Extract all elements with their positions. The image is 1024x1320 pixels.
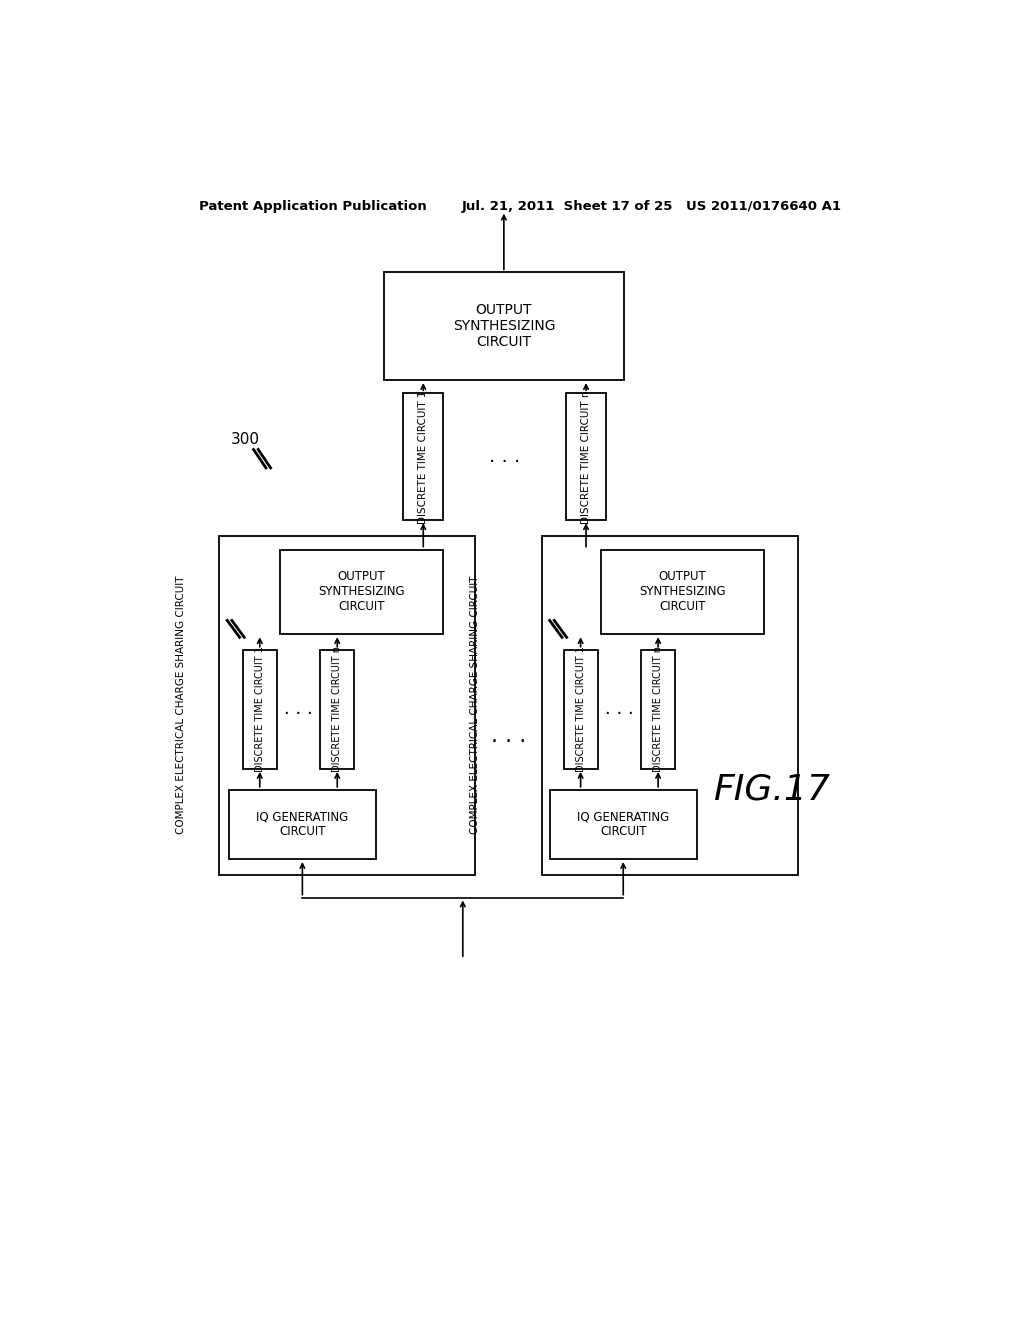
Text: Patent Application Publication: Patent Application Publication bbox=[200, 199, 427, 213]
Bar bbox=[542, 536, 798, 874]
Text: FIG.17: FIG.17 bbox=[713, 772, 829, 807]
Text: 300: 300 bbox=[231, 432, 260, 447]
Text: DISCRETE TIME CIRCUIT 1: DISCRETE TIME CIRCUIT 1 bbox=[418, 389, 428, 524]
Text: OUTPUT
SYNTHESIZING
CIRCUIT: OUTPUT SYNTHESIZING CIRCUIT bbox=[453, 304, 555, 350]
Bar bbox=[321, 649, 354, 770]
Text: . . .: . . . bbox=[489, 447, 520, 466]
Bar bbox=[280, 549, 442, 635]
Text: OUTPUT
SYNTHESIZING
CIRCUIT: OUTPUT SYNTHESIZING CIRCUIT bbox=[318, 570, 404, 614]
Bar bbox=[601, 549, 764, 635]
Text: COMPLEX ELECTRICAL CHARGE SHARING CIRCUIT: COMPLEX ELECTRICAL CHARGE SHARING CIRCUI… bbox=[176, 576, 185, 834]
Text: COMPLEX ELECTRICAL CHARGE SHARING CIRCUIT: COMPLEX ELECTRICAL CHARGE SHARING CIRCUI… bbox=[470, 576, 480, 834]
Bar bbox=[641, 649, 675, 770]
Text: . . .: . . . bbox=[605, 701, 634, 718]
Bar bbox=[550, 789, 697, 859]
Text: IQ GENERATING
CIRCUIT: IQ GENERATING CIRCUIT bbox=[578, 810, 670, 838]
Bar bbox=[403, 393, 443, 520]
Text: DISCRETE TIME CIRCUIT 1: DISCRETE TIME CIRCUIT 1 bbox=[255, 647, 265, 772]
Text: Jul. 21, 2011  Sheet 17 of 25: Jul. 21, 2011 Sheet 17 of 25 bbox=[461, 199, 673, 213]
Text: US 2011/0176640 A1: US 2011/0176640 A1 bbox=[686, 199, 841, 213]
Bar bbox=[384, 272, 624, 380]
Text: DISCRETE TIME CIRCUIT n: DISCRETE TIME CIRCUIT n bbox=[581, 389, 591, 524]
Bar bbox=[566, 393, 606, 520]
Bar bbox=[219, 536, 475, 874]
Text: . . .: . . . bbox=[284, 701, 313, 718]
Bar bbox=[563, 649, 598, 770]
Text: DISCRETE TIME CIRCUIT n: DISCRETE TIME CIRCUIT n bbox=[332, 647, 342, 772]
Text: IQ GENERATING
CIRCUIT: IQ GENERATING CIRCUIT bbox=[256, 810, 348, 838]
Text: OUTPUT
SYNTHESIZING
CIRCUIT: OUTPUT SYNTHESIZING CIRCUIT bbox=[639, 570, 725, 614]
Text: DISCRETE TIME CIRCUIT n: DISCRETE TIME CIRCUIT n bbox=[653, 647, 664, 772]
Bar bbox=[228, 789, 376, 859]
Text: . . .: . . . bbox=[490, 726, 526, 746]
Bar bbox=[243, 649, 276, 770]
Text: DISCRETE TIME CIRCUIT 1: DISCRETE TIME CIRCUIT 1 bbox=[575, 647, 586, 772]
